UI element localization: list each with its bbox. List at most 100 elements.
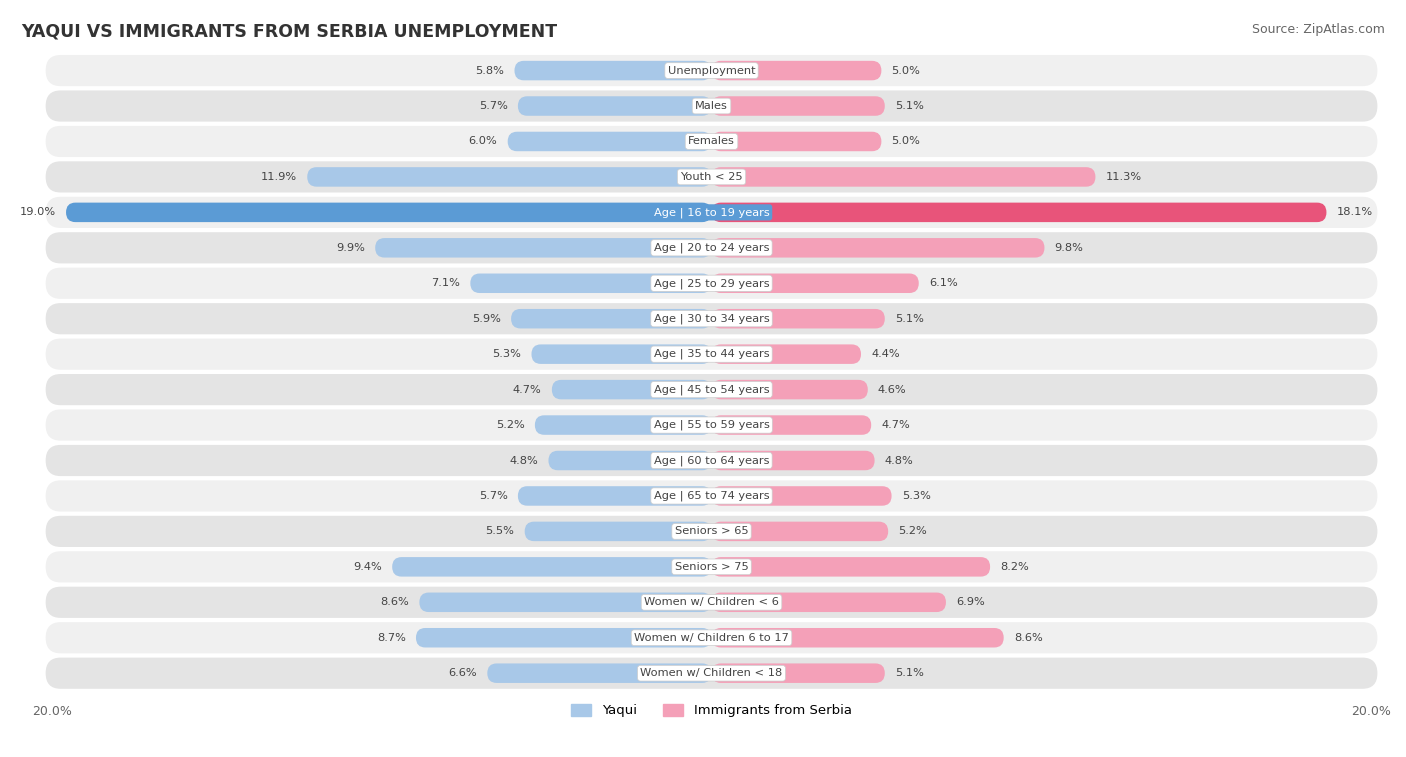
Text: Unemployment: Unemployment: [668, 66, 755, 76]
FancyBboxPatch shape: [551, 380, 711, 400]
FancyBboxPatch shape: [45, 445, 1378, 476]
Text: 5.2%: 5.2%: [496, 420, 524, 430]
FancyBboxPatch shape: [548, 450, 711, 470]
FancyBboxPatch shape: [711, 309, 884, 329]
FancyBboxPatch shape: [45, 410, 1378, 441]
Text: Source: ZipAtlas.com: Source: ZipAtlas.com: [1251, 23, 1385, 36]
Text: Seniors > 65: Seniors > 65: [675, 526, 748, 537]
Text: Males: Males: [695, 101, 728, 111]
Text: 4.7%: 4.7%: [882, 420, 910, 430]
Text: Females: Females: [688, 136, 735, 146]
Text: 5.9%: 5.9%: [472, 313, 501, 324]
Text: 5.1%: 5.1%: [896, 101, 924, 111]
Text: 20.0%: 20.0%: [32, 705, 72, 718]
Text: Women w/ Children < 18: Women w/ Children < 18: [640, 668, 783, 678]
FancyBboxPatch shape: [45, 622, 1378, 653]
Text: 5.2%: 5.2%: [898, 526, 927, 537]
FancyBboxPatch shape: [45, 197, 1378, 228]
Text: 5.0%: 5.0%: [891, 66, 921, 76]
FancyBboxPatch shape: [45, 268, 1378, 299]
FancyBboxPatch shape: [711, 486, 891, 506]
Text: Age | 20 to 24 years: Age | 20 to 24 years: [654, 242, 769, 253]
Text: 18.1%: 18.1%: [1337, 207, 1372, 217]
FancyBboxPatch shape: [392, 557, 711, 577]
Text: Age | 65 to 74 years: Age | 65 to 74 years: [654, 491, 769, 501]
Text: 4.4%: 4.4%: [872, 349, 900, 359]
Text: 8.6%: 8.6%: [1014, 633, 1043, 643]
FancyBboxPatch shape: [45, 90, 1378, 122]
FancyBboxPatch shape: [711, 167, 1095, 187]
Text: Age | 25 to 29 years: Age | 25 to 29 years: [654, 278, 769, 288]
FancyBboxPatch shape: [711, 132, 882, 151]
FancyBboxPatch shape: [66, 203, 711, 222]
FancyBboxPatch shape: [711, 380, 868, 400]
Text: 8.6%: 8.6%: [381, 597, 409, 607]
Legend: Yaqui, Immigrants from Serbia: Yaqui, Immigrants from Serbia: [567, 699, 856, 723]
Text: 5.7%: 5.7%: [479, 491, 508, 501]
Text: Seniors > 75: Seniors > 75: [675, 562, 748, 572]
Text: 5.3%: 5.3%: [901, 491, 931, 501]
FancyBboxPatch shape: [45, 374, 1378, 405]
FancyBboxPatch shape: [45, 587, 1378, 618]
Text: Women w/ Children 6 to 17: Women w/ Children 6 to 17: [634, 633, 789, 643]
Text: 6.6%: 6.6%: [449, 668, 477, 678]
Text: 5.3%: 5.3%: [492, 349, 522, 359]
Text: 4.8%: 4.8%: [509, 456, 538, 466]
Text: 8.7%: 8.7%: [377, 633, 406, 643]
FancyBboxPatch shape: [517, 96, 711, 116]
Text: Women w/ Children < 6: Women w/ Children < 6: [644, 597, 779, 607]
Text: Youth < 25: Youth < 25: [681, 172, 742, 182]
FancyBboxPatch shape: [711, 557, 990, 577]
Text: 4.6%: 4.6%: [877, 385, 907, 394]
Text: 7.1%: 7.1%: [432, 279, 460, 288]
Text: 5.8%: 5.8%: [475, 66, 505, 76]
Text: 8.2%: 8.2%: [1000, 562, 1029, 572]
FancyBboxPatch shape: [711, 96, 884, 116]
Text: Age | 45 to 54 years: Age | 45 to 54 years: [654, 385, 769, 395]
Text: 4.7%: 4.7%: [513, 385, 541, 394]
FancyBboxPatch shape: [45, 338, 1378, 369]
Text: 5.5%: 5.5%: [485, 526, 515, 537]
FancyBboxPatch shape: [531, 344, 711, 364]
FancyBboxPatch shape: [711, 238, 1045, 257]
FancyBboxPatch shape: [517, 486, 711, 506]
FancyBboxPatch shape: [711, 344, 860, 364]
FancyBboxPatch shape: [416, 628, 711, 647]
Text: Age | 55 to 59 years: Age | 55 to 59 years: [654, 420, 769, 430]
FancyBboxPatch shape: [45, 126, 1378, 157]
Text: Age | 16 to 19 years: Age | 16 to 19 years: [654, 207, 769, 217]
Text: 5.7%: 5.7%: [479, 101, 508, 111]
Text: 20.0%: 20.0%: [1351, 705, 1391, 718]
Text: 9.9%: 9.9%: [336, 243, 366, 253]
FancyBboxPatch shape: [711, 450, 875, 470]
FancyBboxPatch shape: [711, 593, 946, 612]
FancyBboxPatch shape: [711, 522, 889, 541]
FancyBboxPatch shape: [711, 663, 884, 683]
FancyBboxPatch shape: [45, 232, 1378, 263]
Text: 6.0%: 6.0%: [468, 136, 498, 146]
FancyBboxPatch shape: [534, 416, 711, 435]
FancyBboxPatch shape: [45, 303, 1378, 335]
FancyBboxPatch shape: [45, 551, 1378, 582]
FancyBboxPatch shape: [419, 593, 711, 612]
Text: 5.1%: 5.1%: [896, 313, 924, 324]
FancyBboxPatch shape: [45, 55, 1378, 86]
Text: 6.9%: 6.9%: [956, 597, 984, 607]
FancyBboxPatch shape: [45, 516, 1378, 547]
FancyBboxPatch shape: [512, 309, 711, 329]
Text: 11.3%: 11.3%: [1105, 172, 1142, 182]
FancyBboxPatch shape: [508, 132, 711, 151]
FancyBboxPatch shape: [45, 481, 1378, 512]
Text: 4.8%: 4.8%: [884, 456, 914, 466]
FancyBboxPatch shape: [524, 522, 711, 541]
Text: Age | 60 to 64 years: Age | 60 to 64 years: [654, 455, 769, 466]
FancyBboxPatch shape: [375, 238, 711, 257]
FancyBboxPatch shape: [711, 416, 872, 435]
FancyBboxPatch shape: [45, 161, 1378, 192]
Text: YAQUI VS IMMIGRANTS FROM SERBIA UNEMPLOYMENT: YAQUI VS IMMIGRANTS FROM SERBIA UNEMPLOY…: [21, 23, 557, 41]
FancyBboxPatch shape: [471, 273, 711, 293]
FancyBboxPatch shape: [711, 628, 1004, 647]
FancyBboxPatch shape: [711, 203, 1326, 222]
Text: 9.4%: 9.4%: [353, 562, 382, 572]
Text: Age | 35 to 44 years: Age | 35 to 44 years: [654, 349, 769, 360]
